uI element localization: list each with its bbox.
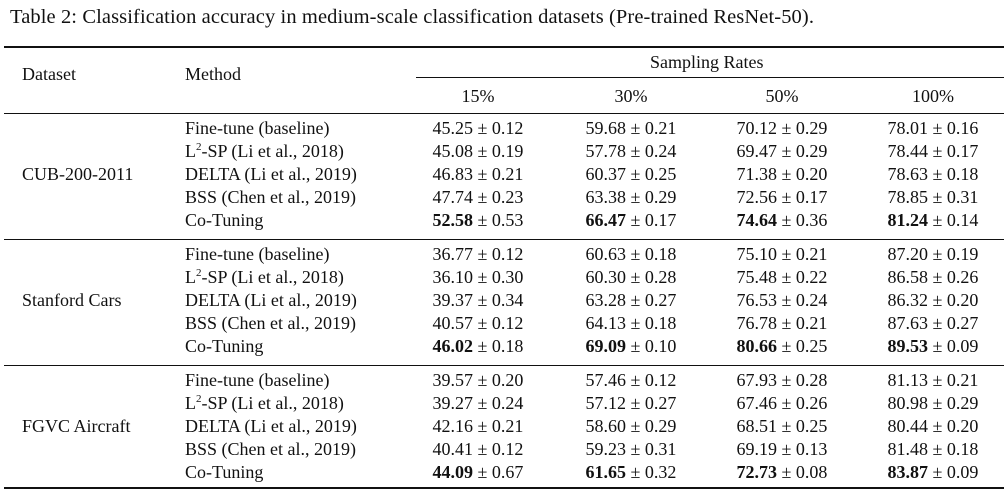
accuracy-value: 63.38 ± 0.29	[585, 187, 677, 207]
accuracy-value: 87.20 ± 0.19	[887, 244, 979, 264]
header-rate-50: 50%	[765, 86, 799, 106]
accuracy-value: 72.73 ± 0.08	[736, 462, 828, 482]
accuracy-value: 80.66 ± 0.25	[736, 336, 828, 356]
accuracy-value: 89.53 ± 0.09	[887, 336, 979, 356]
group-divider	[4, 239, 1004, 240]
accuracy-value: 59.68 ± 0.21	[585, 118, 677, 138]
accuracy-value: 45.08 ± 0.19	[432, 141, 524, 161]
method-name: L2-SP (Li et al., 2018)	[185, 267, 344, 287]
accuracy-value: 59.23 ± 0.31	[585, 439, 677, 459]
accuracy-value: 87.63 ± 0.27	[887, 313, 979, 333]
header-rate-15: 15%	[461, 86, 495, 106]
accuracy-value: 60.37 ± 0.25	[585, 164, 677, 184]
accuracy-value: 69.09 ± 0.10	[585, 336, 677, 356]
accuracy-value: 57.46 ± 0.12	[585, 370, 677, 390]
accuracy-value: 47.74 ± 0.23	[432, 187, 524, 207]
accuracy-value: 75.48 ± 0.22	[736, 267, 828, 287]
accuracy-value: 78.44 ± 0.17	[887, 141, 979, 161]
accuracy-value: 86.58 ± 0.26	[887, 267, 979, 287]
header-rule	[4, 113, 1004, 114]
accuracy-value: 46.83 ± 0.21	[432, 164, 524, 184]
accuracy-value: 83.87 ± 0.09	[887, 462, 979, 482]
method-name: Fine-tune (baseline)	[185, 244, 330, 264]
header-sampling-rates: Sampling Rates	[650, 52, 764, 72]
accuracy-value: 81.24 ± 0.14	[887, 210, 979, 230]
accuracy-value: 60.30 ± 0.28	[585, 267, 677, 287]
accuracy-value: 80.98 ± 0.29	[887, 393, 979, 413]
method-name: L2-SP (Li et al., 2018)	[185, 141, 344, 161]
accuracy-value: 78.01 ± 0.16	[887, 118, 979, 138]
accuracy-value: 36.77 ± 0.12	[432, 244, 524, 264]
accuracy-value: 57.78 ± 0.24	[585, 141, 677, 161]
accuracy-value: 58.60 ± 0.29	[585, 416, 677, 436]
method-name: DELTA (Li et al., 2019)	[185, 416, 357, 436]
accuracy-value: 52.58 ± 0.53	[432, 210, 524, 230]
top-rule	[4, 46, 1004, 48]
dataset-name: CUB-200-2011	[22, 164, 134, 184]
method-name: Co-Tuning	[185, 462, 264, 482]
accuracy-value: 39.37 ± 0.34	[432, 290, 524, 310]
dataset-name: Stanford Cars	[22, 290, 122, 310]
accuracy-value: 40.57 ± 0.12	[432, 313, 524, 333]
accuracy-value: 76.78 ± 0.21	[736, 313, 828, 333]
dataset-name: FGVC Aircraft	[22, 416, 131, 436]
group-underline	[416, 77, 1004, 78]
method-name: BSS (Chen et al., 2019)	[185, 439, 356, 459]
accuracy-value: 60.63 ± 0.18	[585, 244, 677, 264]
accuracy-value: 67.93 ± 0.28	[736, 370, 828, 390]
method-name: Co-Tuning	[185, 336, 264, 356]
accuracy-value: 46.02 ± 0.18	[432, 336, 524, 356]
accuracy-value: 76.53 ± 0.24	[736, 290, 828, 310]
accuracy-value: 67.46 ± 0.26	[736, 393, 828, 413]
accuracy-value: 45.25 ± 0.12	[432, 118, 524, 138]
accuracy-value: 80.44 ± 0.20	[887, 416, 979, 436]
accuracy-value: 78.85 ± 0.31	[887, 187, 979, 207]
accuracy-value: 61.65 ± 0.32	[585, 462, 677, 482]
accuracy-value: 75.10 ± 0.21	[736, 244, 828, 264]
accuracy-value: 74.64 ± 0.36	[736, 210, 828, 230]
method-name: BSS (Chen et al., 2019)	[185, 313, 356, 333]
header-dataset: Dataset	[22, 64, 76, 84]
accuracy-value: 39.27 ± 0.24	[432, 393, 524, 413]
accuracy-value: 64.13 ± 0.18	[585, 313, 677, 333]
accuracy-value: 66.47 ± 0.17	[585, 210, 677, 230]
accuracy-value: 81.13 ± 0.21	[887, 370, 979, 390]
bottom-rule	[4, 487, 1004, 489]
accuracy-value: 57.12 ± 0.27	[585, 393, 677, 413]
method-name: Fine-tune (baseline)	[185, 370, 330, 390]
accuracy-value: 78.63 ± 0.18	[887, 164, 979, 184]
accuracy-value: 42.16 ± 0.21	[432, 416, 524, 436]
accuracy-value: 36.10 ± 0.30	[432, 267, 524, 287]
accuracy-value: 69.47 ± 0.29	[736, 141, 828, 161]
header-rate-100: 100%	[912, 86, 954, 106]
accuracy-value: 81.48 ± 0.18	[887, 439, 979, 459]
accuracy-value: 68.51 ± 0.25	[736, 416, 828, 436]
accuracy-value: 40.41 ± 0.12	[432, 439, 524, 459]
method-name: Fine-tune (baseline)	[185, 118, 330, 138]
accuracy-value: 72.56 ± 0.17	[736, 187, 828, 207]
method-name: Co-Tuning	[185, 210, 264, 230]
table-caption: Table 2: Classification accuracy in medi…	[10, 6, 815, 28]
accuracy-value: 69.19 ± 0.13	[736, 439, 828, 459]
method-name: L2-SP (Li et al., 2018)	[185, 393, 344, 413]
accuracy-value: 63.28 ± 0.27	[585, 290, 677, 310]
accuracy-value: 70.12 ± 0.29	[736, 118, 828, 138]
method-name: DELTA (Li et al., 2019)	[185, 290, 357, 310]
method-name: DELTA (Li et al., 2019)	[185, 164, 357, 184]
accuracy-value: 44.09 ± 0.67	[432, 462, 524, 482]
group-divider	[4, 365, 1004, 366]
method-name: BSS (Chen et al., 2019)	[185, 187, 356, 207]
accuracy-value: 86.32 ± 0.20	[887, 290, 979, 310]
header-rate-30: 30%	[614, 86, 648, 106]
accuracy-value: 71.38 ± 0.20	[736, 164, 828, 184]
header-method: Method	[185, 64, 241, 84]
accuracy-value: 39.57 ± 0.20	[432, 370, 524, 390]
